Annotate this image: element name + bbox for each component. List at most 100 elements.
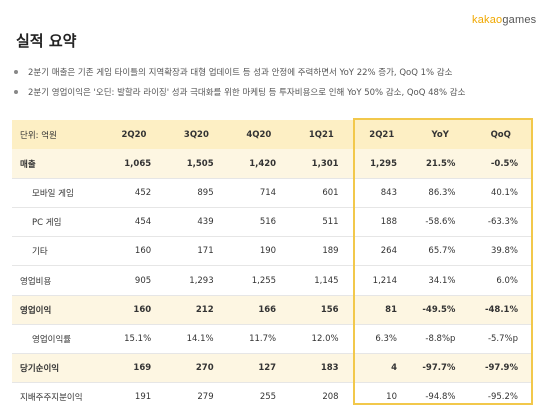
row-label: 기타 [12,236,103,267]
table-cell: -5.7%p [469,324,532,355]
table-row: 기타 160 171 190 189 264 65.7% 39.8% [12,236,532,267]
table-row: 모바일 게임 452 895 714 601 843 86.3% 40.1% [12,178,532,209]
table-cell: 1,420 [227,149,291,179]
table-row: 매출 1,065 1,505 1,420 1,301 1,295 21.5% -… [12,149,532,179]
table-cell: 40.1% [469,178,532,209]
bullet-dot-icon [14,90,18,94]
table-cell: 189 [290,236,353,267]
table-cell: 452 [102,178,166,209]
bullet-dot-icon [14,70,18,74]
table-cell: 6.0% [469,265,532,296]
table-cell: -0.5% [469,149,532,179]
table-cell: 843 [352,178,411,209]
column-header: 2Q20 [102,120,166,150]
table-cell: 255 [227,382,291,408]
bullet-item: 2분기 영업이익은 '오딘: 발할라 라이징' 성과 극대화를 위한 마케팅 등… [14,86,534,106]
table-cell: -48.1% [469,295,532,325]
table-cell: 279 [165,382,228,408]
table-cell: 212 [165,295,228,325]
table-cell: 439 [165,207,228,238]
table-cell: 183 [290,353,353,384]
company-logo: kakaogames [472,14,536,26]
table-cell: -58.6% [411,207,470,238]
table-cell: 6.3% [352,324,411,355]
row-label: 지배주주지분이익 [12,382,103,408]
column-header: 2Q21 [352,120,411,150]
row-label: 매출 [12,149,103,179]
table-cell: 270 [165,353,228,384]
page-title: 실적 요약 [16,32,77,50]
table-cell: 1,295 [352,149,411,179]
table-cell: -97.7% [411,353,470,384]
table-cell: 15.1% [102,324,166,355]
table-cell: 511 [290,207,353,238]
table-row: 지배주주지분이익 191 279 255 208 10 -94.8% -95.2… [12,382,532,408]
table-row: 영업이익 160 212 166 156 81 -49.5% -48.1% [12,295,532,325]
table-cell: -94.8% [411,382,470,408]
table-cell: 516 [227,207,291,238]
row-label: 영업비용 [12,265,103,296]
bullet-item: 2분기 매출은 기존 게임 타이틀의 지역확장과 대형 업데이트 등 성과 안정… [14,66,534,86]
row-label: 영업이익률 [12,324,103,355]
table-cell: 1,255 [227,265,291,296]
row-label: PC 게임 [12,207,103,238]
table-cell: 86.3% [411,178,470,209]
financial-summary-table: 단위: 억원 2Q20 3Q20 4Q20 1Q21 2Q21 YoY QoQ … [12,120,532,408]
table-cell: 208 [290,382,353,408]
table-cell: 156 [290,295,353,325]
row-label: 당기순이익 [12,353,103,384]
table-cell: 10 [352,382,411,408]
table-row: 영업이익률 15.1% 14.1% 11.7% 12.0% 6.3% -8.8%… [12,324,532,355]
table-cell: 160 [102,295,166,325]
table-cell: -49.5% [411,295,470,325]
table-cell: 14.1% [165,324,228,355]
table-cell: 905 [102,265,166,296]
table-cell: 1,301 [290,149,353,179]
table-cell: 4 [352,353,411,384]
table-cell: 166 [227,295,291,325]
column-header: 1Q21 [290,120,353,150]
table-cell: -63.3% [469,207,532,238]
table-cell: -8.8%p [411,324,470,355]
summary-bullets: 2분기 매출은 기존 게임 타이틀의 지역확장과 대형 업데이트 등 성과 안정… [14,66,534,106]
table-cell: 191 [102,382,166,408]
logo-suffix: games [502,14,537,26]
table-cell: 454 [102,207,166,238]
table-cell: 11.7% [227,324,291,355]
table-cell: 169 [102,353,166,384]
column-header: 4Q20 [227,120,291,150]
table-cell: -95.2% [469,382,532,408]
bullet-text: 2분기 영업이익은 '오딘: 발할라 라이징' 성과 극대화를 위한 마케팅 등… [28,88,466,98]
table-cell: 160 [102,236,166,267]
table-cell: 65.7% [411,236,470,267]
table-row: 당기순이익 169 270 127 183 4 -97.7% -97.9% [12,353,532,384]
table-cell: 12.0% [290,324,353,355]
table-cell: 171 [165,236,228,267]
table-cell: 188 [352,207,411,238]
table-cell: -97.9% [469,353,532,384]
table-cell: 190 [227,236,291,267]
row-label: 영업이익 [12,295,103,325]
table-cell: 1,505 [165,149,228,179]
column-header: 3Q20 [165,120,228,150]
table-cell: 1,293 [165,265,228,296]
table-cell: 127 [227,353,291,384]
table-cell: 21.5% [411,149,470,179]
table-cell: 601 [290,178,353,209]
table-cell: 81 [352,295,411,325]
table-cell: 1,065 [102,149,166,179]
table-cell: 264 [352,236,411,267]
table-cell: 1,214 [352,265,411,296]
row-label: 모바일 게임 [12,178,103,209]
unit-header: 단위: 억원 [12,120,103,150]
table-header-row: 단위: 억원 2Q20 3Q20 4Q20 1Q21 2Q21 YoY QoQ [12,120,532,150]
table-cell: 39.8% [469,236,532,267]
table-cell: 895 [165,178,228,209]
table-row: 영업비용 905 1,293 1,255 1,145 1,214 34.1% 6… [12,265,532,296]
table-cell: 714 [227,178,291,209]
table-cell: 34.1% [411,265,470,296]
column-header: QoQ [469,120,532,150]
table-row: PC 게임 454 439 516 511 188 -58.6% -63.3% [12,207,532,238]
column-header: YoY [411,120,470,150]
table-cell: 1,145 [290,265,353,296]
